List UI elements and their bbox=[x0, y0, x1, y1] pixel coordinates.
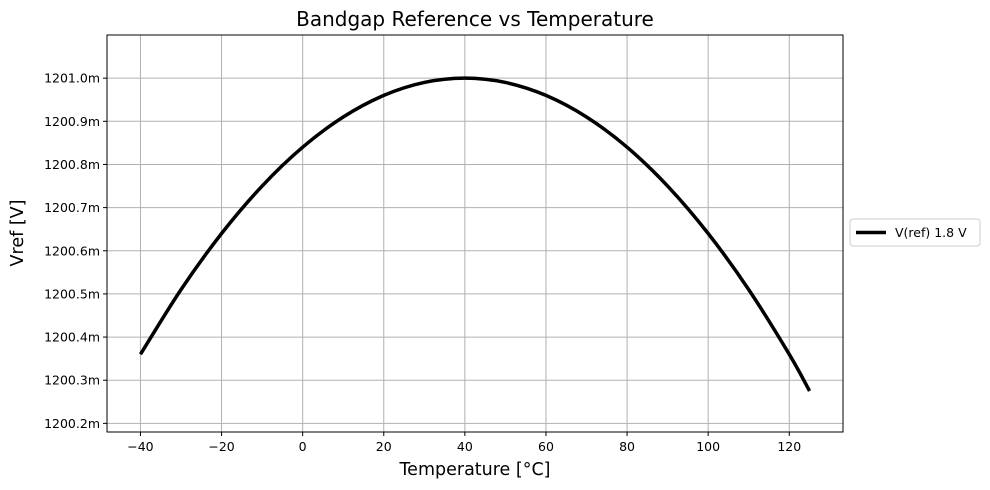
x-tick-label: 20 bbox=[376, 439, 392, 454]
x-tick-label: 100 bbox=[696, 439, 720, 454]
y-axis: 1200.2m 1200.3m 1200.4m 1200.5m 1200.6m 1200.… bbox=[44, 71, 107, 431]
y-tick-label: 1200.7m bbox=[44, 200, 100, 215]
y-tick-label: 1200.3m bbox=[44, 373, 100, 388]
legend-entry-label: V(ref) 1.8 V bbox=[895, 225, 967, 240]
chart-title: Bandgap Reference vs Temperature bbox=[296, 7, 654, 31]
x-tick-label: 120 bbox=[777, 439, 801, 454]
y-tick-label: 1200.2m bbox=[44, 416, 100, 431]
x-axis: −40 −20 0 20 40 60 80 100 120 bbox=[127, 432, 801, 454]
legend-box bbox=[849, 218, 981, 247]
x-tick-label: −20 bbox=[208, 439, 234, 454]
x-tick-label: 40 bbox=[457, 439, 473, 454]
y-tick-label: 1200.6m bbox=[44, 243, 100, 258]
x-tick-label: 0 bbox=[299, 439, 307, 454]
x-tick-label: −40 bbox=[127, 439, 153, 454]
series-line bbox=[138, 76, 812, 392]
plot-area bbox=[138, 76, 812, 392]
y-tick-label: 1200.9m bbox=[44, 114, 100, 129]
x-tick-label: 80 bbox=[619, 439, 635, 454]
x-tick-label: 60 bbox=[538, 439, 554, 454]
y-tick-label: 1201.0m bbox=[44, 71, 100, 86]
y-tick-label: 1200.4m bbox=[44, 330, 100, 345]
y-tick-label: 1200.5m bbox=[44, 286, 100, 301]
y-axis-label: Vref [V] bbox=[8, 200, 28, 267]
y-tick-label: 1200.8m bbox=[44, 157, 100, 172]
axes-frame bbox=[106, 34, 844, 433]
x-axis-label: Temperature [°C] bbox=[398, 460, 550, 480]
legend: V(ref) 1.8 V bbox=[849, 218, 981, 247]
